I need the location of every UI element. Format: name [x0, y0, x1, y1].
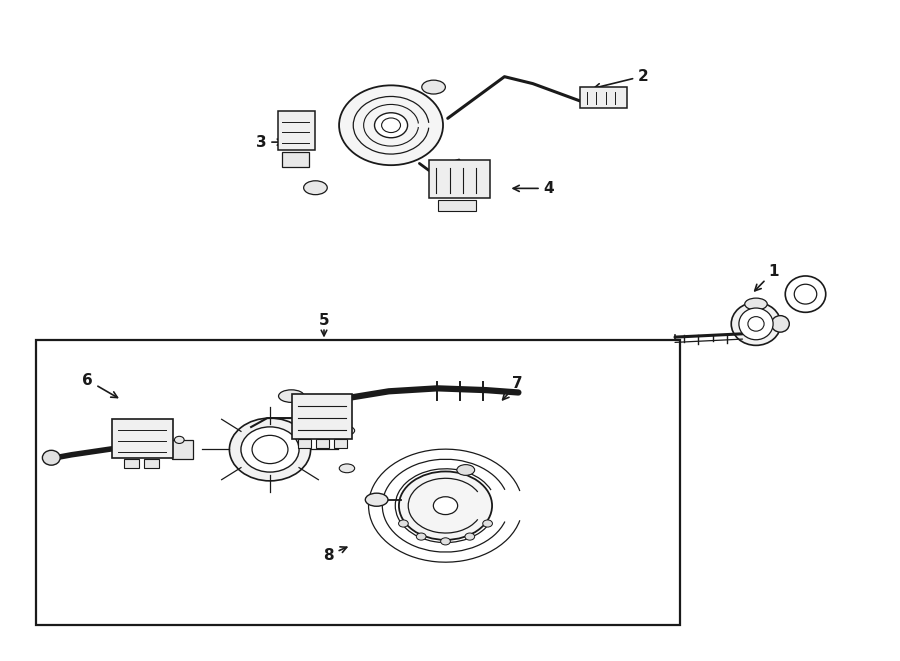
- FancyBboxPatch shape: [172, 440, 193, 459]
- FancyBboxPatch shape: [283, 151, 309, 167]
- Text: 8: 8: [323, 547, 346, 563]
- FancyBboxPatch shape: [112, 419, 173, 457]
- FancyBboxPatch shape: [580, 87, 627, 108]
- FancyBboxPatch shape: [298, 440, 311, 448]
- Text: 2: 2: [594, 69, 649, 90]
- Ellipse shape: [230, 418, 310, 481]
- FancyBboxPatch shape: [334, 440, 346, 448]
- Ellipse shape: [339, 85, 443, 165]
- Ellipse shape: [422, 80, 446, 94]
- Ellipse shape: [42, 450, 60, 465]
- Ellipse shape: [785, 276, 826, 312]
- Ellipse shape: [374, 113, 408, 137]
- Ellipse shape: [365, 493, 388, 506]
- Ellipse shape: [399, 520, 409, 527]
- Ellipse shape: [241, 427, 299, 472]
- Ellipse shape: [252, 436, 288, 463]
- Ellipse shape: [339, 464, 355, 473]
- Ellipse shape: [771, 316, 789, 332]
- Ellipse shape: [457, 465, 474, 475]
- Ellipse shape: [441, 538, 450, 545]
- Ellipse shape: [382, 118, 400, 133]
- FancyBboxPatch shape: [438, 200, 476, 211]
- Ellipse shape: [745, 298, 767, 310]
- Text: 3: 3: [256, 135, 284, 149]
- Ellipse shape: [279, 390, 304, 403]
- Ellipse shape: [739, 308, 773, 340]
- FancyBboxPatch shape: [316, 440, 328, 448]
- Ellipse shape: [175, 436, 184, 444]
- Text: 5: 5: [319, 313, 329, 328]
- FancyBboxPatch shape: [428, 160, 491, 198]
- Ellipse shape: [417, 533, 426, 540]
- Ellipse shape: [748, 317, 764, 331]
- FancyBboxPatch shape: [292, 394, 352, 439]
- Text: 6: 6: [82, 373, 118, 397]
- FancyBboxPatch shape: [277, 111, 315, 149]
- Ellipse shape: [465, 533, 474, 540]
- Ellipse shape: [482, 520, 492, 527]
- Ellipse shape: [731, 302, 781, 345]
- Ellipse shape: [303, 180, 328, 194]
- Ellipse shape: [434, 497, 457, 514]
- Ellipse shape: [399, 471, 492, 540]
- Ellipse shape: [794, 284, 817, 304]
- Ellipse shape: [339, 426, 355, 435]
- Text: 1: 1: [755, 264, 779, 291]
- Text: 7: 7: [502, 376, 523, 400]
- Bar: [36, 340, 680, 625]
- FancyBboxPatch shape: [124, 459, 139, 468]
- Text: 4: 4: [513, 181, 554, 196]
- FancyBboxPatch shape: [145, 459, 159, 468]
